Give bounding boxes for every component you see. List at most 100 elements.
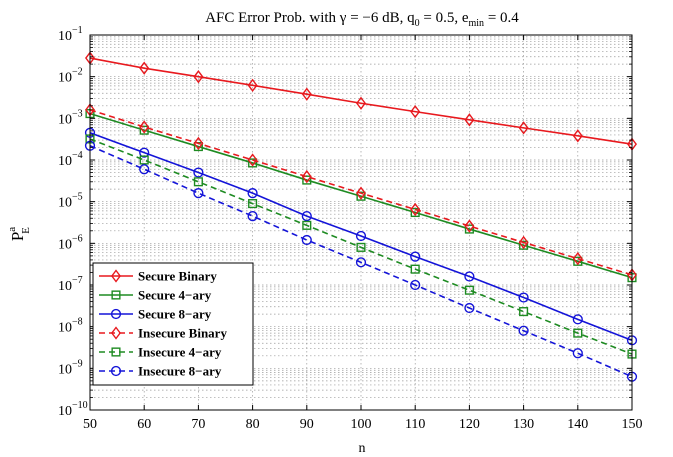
y-tick-label: 10−6 [58, 233, 83, 252]
x-tick-label: 140 [567, 417, 588, 432]
legend-label: Secure 8−ary [138, 307, 212, 322]
series-line [89, 109, 633, 276]
marker-square [248, 199, 258, 209]
legend-label: Insecure Binary [138, 326, 227, 341]
marker-square [573, 328, 583, 338]
marker-circle [247, 211, 258, 222]
marker-circle [410, 279, 421, 291]
marker-circle [410, 251, 421, 262]
marker-diamond [139, 61, 150, 75]
legend-box [92, 262, 254, 386]
marker-circle [464, 302, 475, 314]
marker-square [139, 125, 149, 135]
marker-diamond [356, 186, 366, 200]
marker-square [302, 220, 312, 230]
series-secure-binary [85, 51, 637, 151]
marker-circle [572, 348, 583, 359]
marker-circle [518, 325, 529, 336]
marker-diamond [247, 153, 258, 167]
x-tick-label: 120 [459, 417, 480, 432]
marker-circle [464, 271, 475, 282]
marker-circle [139, 147, 150, 158]
marker-diamond [356, 96, 366, 110]
legend-label: Secure Binary [138, 269, 217, 284]
series-line [89, 138, 633, 355]
x-tick-label: 100 [351, 417, 372, 432]
x-tick-label: 80 [246, 417, 260, 432]
x-tick-label: 90 [300, 417, 314, 432]
marker-square [356, 242, 366, 252]
marker-circle [572, 314, 583, 325]
y-axis-label: Pa E [6, 227, 32, 241]
y-tick-label: 10−10 [58, 400, 88, 419]
y-tick-label: 10−1 [58, 25, 83, 44]
marker-square [464, 224, 474, 234]
x-tick-label: 50 [83, 417, 97, 432]
marker-square [302, 175, 312, 185]
marker-circle [355, 257, 367, 268]
series-insecure-binary [85, 103, 637, 282]
marker-square [111, 290, 121, 300]
y-tick-label: 10−2 [58, 67, 83, 86]
x-tick-label: 110 [405, 417, 425, 432]
series-line [89, 132, 633, 342]
y-tick-label: 10−3 [58, 108, 83, 127]
series-insecure-4-ary [85, 134, 637, 359]
axes: 50 60 70 80 90 100 110 120 130 140 150 10−10 10−9 10−… [58, 25, 643, 432]
marker-square [111, 347, 121, 357]
marker-circle [355, 230, 367, 242]
legend: Secure Binary Secure 4−ary Secure 8−ary Ins… [92, 262, 254, 386]
marker-circle [110, 308, 122, 320]
marker-square [464, 285, 474, 295]
marker-diamond [572, 251, 583, 266]
y-tick-label: 10−8 [58, 317, 83, 336]
marker-diamond [410, 104, 421, 119]
marker-circle [301, 234, 312, 246]
marker-diamond [111, 326, 121, 340]
marker-square [410, 264, 420, 274]
plot-series [84, 51, 638, 382]
series-secure-8-ary [84, 127, 638, 346]
marker-circle [193, 167, 204, 178]
marker-circle [247, 188, 258, 199]
marker-square [193, 177, 203, 187]
legend-label: Insecure 4−ary [138, 345, 222, 360]
y-tick-label: 10−4 [58, 150, 83, 169]
x-tick-label: 60 [137, 417, 151, 432]
marker-diamond [464, 113, 475, 127]
marker-square [139, 155, 149, 165]
marker-diamond [193, 136, 204, 151]
legend-label: Insecure 8−ary [138, 364, 222, 379]
marker-square [519, 307, 529, 317]
marker-diamond [301, 87, 312, 101]
marker-diamond [247, 78, 258, 92]
marker-circle [193, 188, 204, 199]
marker-square [410, 207, 420, 218]
marker-diamond [139, 120, 150, 134]
x-tick-label: 70 [191, 417, 205, 432]
y-tick-label: 10−9 [58, 358, 83, 377]
y-tick-label: 10−7 [58, 275, 83, 294]
y-tick-label: 10−5 [58, 192, 83, 211]
marker-circle [518, 292, 529, 303]
marker-circle [301, 211, 312, 222]
x-tick-label: 150 [622, 417, 643, 432]
marker-diamond [301, 169, 312, 184]
marker-diamond [464, 219, 475, 233]
marker-diamond [111, 269, 121, 283]
marker-square [248, 158, 258, 168]
series-line [89, 57, 633, 145]
marker-circle [139, 164, 150, 175]
marker-diamond [572, 129, 583, 143]
x-tick-label: 130 [513, 417, 534, 432]
marker-diamond [410, 202, 421, 217]
series-line [89, 144, 633, 378]
marker-diamond [193, 69, 204, 84]
marker-diamond [518, 121, 529, 135]
series-line [89, 112, 633, 279]
legend-label: Secure 4−ary [138, 288, 212, 303]
x-axis-label: n [359, 441, 366, 456]
marker-circle [110, 365, 122, 377]
chart-title: AFC Error Prob. with γ = −6 dB, q0 = 0.5… [205, 10, 519, 29]
